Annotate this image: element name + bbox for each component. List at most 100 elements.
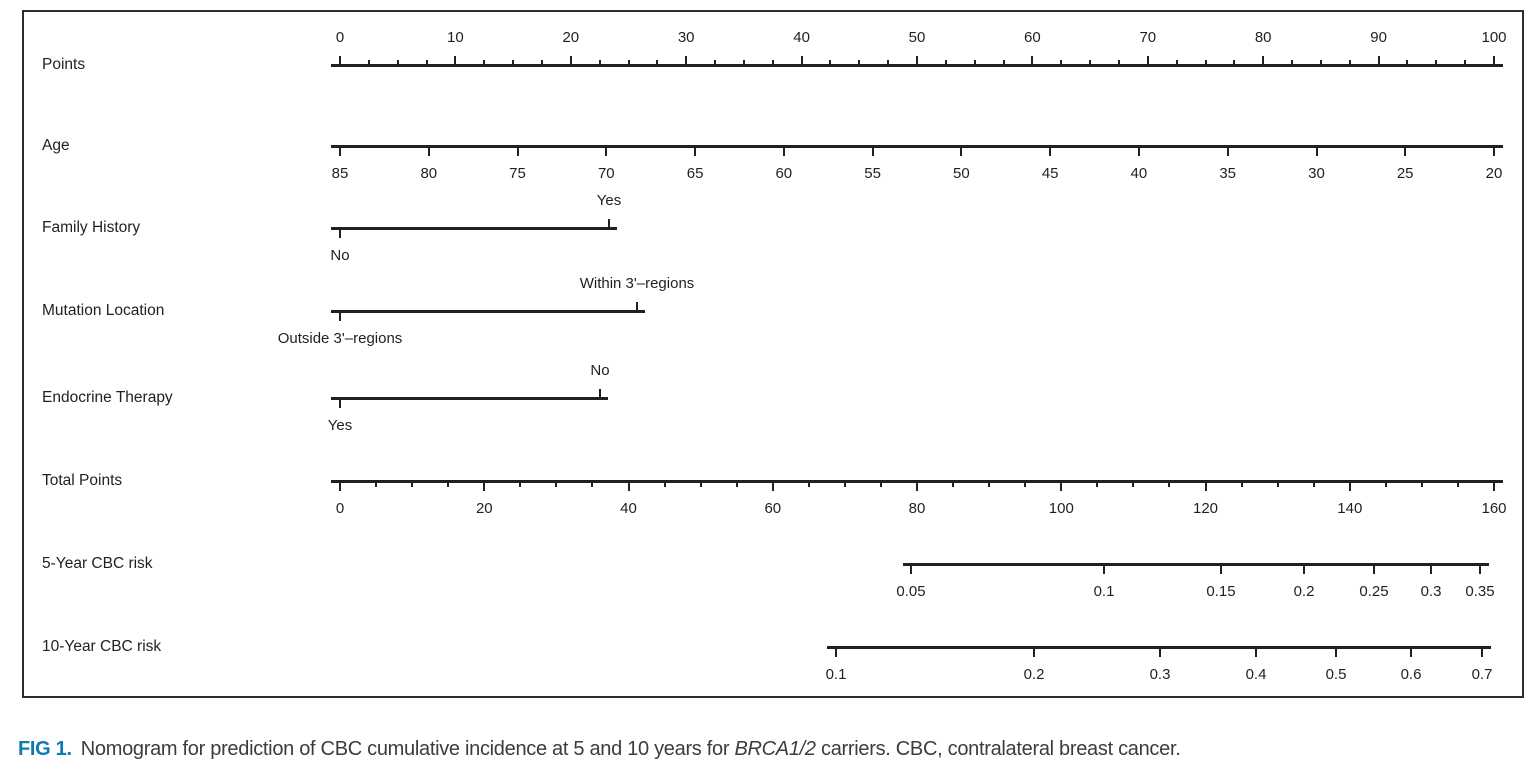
major-tick-mutation-location (636, 302, 638, 310)
minor-tick-points (1319, 60, 1322, 64)
tick-label-points: 90 (1370, 29, 1387, 46)
tick-label-five-year-cbc-risk: 0.25 (1359, 583, 1389, 600)
tick-label-total-points: 140 (1337, 500, 1363, 517)
major-tick-age (516, 148, 519, 156)
minor-tick-total-points (1312, 483, 1315, 487)
axis-line-five-year-cbc-risk (903, 563, 1489, 566)
major-tick-family-history (339, 230, 341, 238)
minor-tick-total-points (591, 483, 594, 487)
minor-tick-points (1002, 60, 1005, 64)
minor-tick-points (829, 60, 832, 64)
tick-label-age: 80 (420, 165, 438, 182)
major-tick-ten-year-cbc-risk (1335, 649, 1337, 657)
minor-tick-points (1117, 60, 1120, 64)
minor-tick-total-points (879, 483, 882, 487)
tick-label-age: 70 (597, 165, 615, 182)
minor-tick-total-points (807, 483, 810, 487)
tick-label-family-history: No (330, 247, 350, 264)
minor-tick-total-points (1168, 483, 1171, 487)
row-label-total-points: Total Points (42, 472, 123, 489)
tick-label-total-points: 40 (620, 500, 637, 517)
major-tick-points (1262, 56, 1265, 64)
axis-line-mutation-location (331, 310, 645, 313)
tick-label-ten-year-cbc-risk: 0.6 (1400, 666, 1422, 683)
minor-tick-total-points (1276, 483, 1279, 487)
tick-label-points: 0 (335, 29, 345, 46)
major-tick-ten-year-cbc-risk (1033, 649, 1035, 657)
axis-line-total-points (331, 480, 1503, 483)
tick-label-points: 50 (908, 29, 926, 46)
major-tick-points (1377, 56, 1380, 64)
axis-line-endocrine-therapy (331, 397, 608, 400)
minor-tick-points (1233, 60, 1236, 64)
tick-label-ten-year-cbc-risk: 0.3 (1149, 666, 1171, 683)
major-tick-endocrine-therapy (599, 389, 601, 397)
row-label-mutation-location: Mutation Location (42, 302, 165, 319)
major-tick-ten-year-cbc-risk (1159, 649, 1161, 657)
major-tick-age (1049, 148, 1052, 156)
minor-tick-total-points (1456, 483, 1459, 487)
minor-tick-points (771, 60, 774, 64)
minor-tick-points (1348, 60, 1351, 64)
tick-label-points: 30 (677, 29, 695, 46)
major-tick-age (1315, 148, 1318, 156)
row-label-family-history: Family History (42, 219, 141, 236)
minor-tick-total-points (1096, 483, 1099, 487)
minor-tick-total-points (952, 483, 955, 487)
tick-label-points: 80 (1254, 29, 1272, 46)
caption-gene-name: BRCA1/2 (734, 738, 816, 760)
minor-tick-total-points (988, 483, 991, 487)
minor-tick-points (656, 60, 659, 64)
tick-label-age: 60 (775, 165, 793, 182)
major-tick-age (1137, 148, 1140, 156)
minor-tick-total-points (375, 483, 378, 487)
row-label-five-year-cbc-risk: 5-Year CBC risk (42, 555, 153, 572)
major-tick-five-year-cbc-risk (910, 566, 912, 574)
major-tick-age (1404, 148, 1407, 156)
minor-tick-points (425, 60, 428, 64)
tick-label-five-year-cbc-risk: 0.2 (1293, 583, 1315, 600)
major-tick-family-history (608, 219, 610, 227)
major-tick-points (1146, 56, 1149, 64)
minor-tick-points (540, 60, 543, 64)
figure-caption: FIG 1. Nomogram for prediction of CBC cum… (18, 736, 1518, 762)
minor-tick-points (714, 60, 717, 64)
axis-line-ten-year-cbc-risk (827, 646, 1491, 649)
major-tick-age (782, 148, 785, 156)
minor-tick-total-points (735, 483, 738, 487)
major-tick-age (960, 148, 963, 156)
tick-label-five-year-cbc-risk: 0.15 (1206, 583, 1236, 600)
major-tick-points (569, 56, 572, 64)
major-tick-five-year-cbc-risk (1303, 566, 1305, 574)
minor-tick-points (1291, 60, 1294, 64)
row-label-ten-year-cbc-risk: 10-Year CBC risk (42, 638, 162, 655)
minor-tick-points (1464, 60, 1467, 64)
major-tick-mutation-location (339, 313, 341, 321)
tick-label-age: 40 (1130, 165, 1148, 182)
tick-label-points: 70 (1139, 29, 1157, 46)
row-label-points: Points (42, 56, 86, 73)
minor-tick-total-points (447, 483, 450, 487)
major-tick-five-year-cbc-risk (1479, 566, 1481, 574)
tick-label-ten-year-cbc-risk: 0.7 (1471, 666, 1493, 683)
major-tick-points (454, 56, 457, 64)
tick-label-five-year-cbc-risk: 0.35 (1465, 583, 1495, 600)
minor-tick-points (944, 60, 947, 64)
tick-label-age: 45 (1041, 165, 1059, 182)
tick-label-age: 55 (864, 165, 881, 182)
tick-label-age: 30 (1308, 165, 1325, 182)
tick-label-points: 100 (1481, 29, 1507, 46)
minor-tick-points (1435, 60, 1438, 64)
minor-tick-points (627, 60, 630, 64)
major-tick-age (427, 148, 430, 156)
major-tick-ten-year-cbc-risk (1255, 649, 1257, 657)
minor-tick-total-points (1384, 483, 1387, 487)
axis-line-family-history (331, 227, 617, 230)
tick-label-age: 85 (331, 165, 349, 182)
minor-tick-total-points (411, 483, 414, 487)
caption-text-1: Nomogram for prediction of CBC cumulativ… (80, 738, 735, 760)
major-tick-total-points (916, 483, 918, 491)
tick-label-ten-year-cbc-risk: 0.5 (1325, 666, 1347, 683)
major-tick-points (1493, 56, 1495, 64)
tick-label-total-points: 20 (475, 500, 493, 517)
